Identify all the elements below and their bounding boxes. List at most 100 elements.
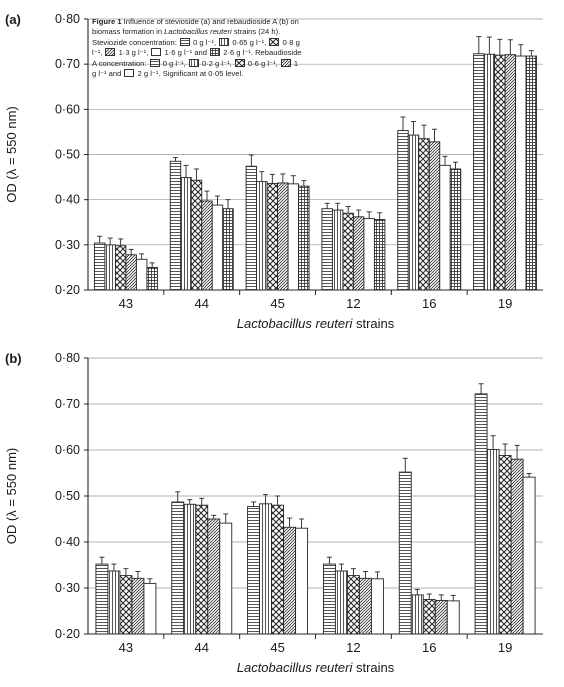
y-tick-label: 0·50 [55,148,80,162]
bar [342,212,354,291]
bar [146,266,158,291]
bar [346,575,360,635]
bar [418,138,430,291]
bar [410,594,424,635]
legend-label: 2 g l⁻¹. [135,69,163,79]
bar [247,506,261,635]
bar [222,208,234,291]
bar [201,200,213,291]
legend-swatch [210,48,221,57]
bar [522,476,536,635]
x-axis-label: Lactobacillus reuteri strains [237,316,395,331]
panel-label: (a) [5,12,21,27]
legend-label: 2·6 g l⁻¹. [221,48,256,58]
bar [245,165,258,291]
bar [498,455,512,635]
bar [407,134,420,291]
bar [135,258,148,291]
bar [449,168,462,291]
bar [287,183,300,291]
bar [259,503,273,635]
y-tick-label: 0·70 [55,57,80,71]
caption-text-3: Rebaudioside A concentration: [92,48,302,68]
chart-panel-a: 0·20 0·30 0·40 0·50 0·60 0·70 0·80 43 44 45 12 16 19… [4,12,543,331]
legend-label: 0·6 g l⁻¹, [245,58,280,68]
legend-swatch [219,37,230,46]
legend-swatch [124,69,135,78]
bar [219,522,233,635]
bar [510,458,524,635]
caption-title: Figure 1 [92,17,122,26]
x-tick-label: 45 [270,296,284,311]
x-tick-label: 16 [422,296,436,311]
x-tick-label: 19 [498,640,512,655]
bar [358,577,372,635]
bar [295,527,309,635]
caption-legend-stevioside: 0 g l⁻¹, 0·65 g l⁻¹, 0·8 g l⁻¹, 1·3 g l⁻… [92,37,300,58]
bar [190,179,203,291]
bar [131,577,145,635]
legend-swatch [105,48,116,57]
bar [363,218,375,291]
caption-legend-rebaudioside: 0 g l⁻¹, 0·2 g l⁻¹, 0·6 g l⁻¹, 1 g l⁻¹ a… [92,58,299,79]
bar [298,185,310,291]
y-tick-label: 0·80 [55,351,80,365]
bar [119,575,133,635]
bar [474,393,488,635]
y-tick-label: 0·60 [55,443,80,457]
bar [183,503,197,635]
legend-conjunction: and [194,48,210,58]
bar [95,563,109,635]
bar [352,216,365,291]
bar [271,504,285,635]
legend-label: 1 g l⁻¹ [92,58,299,79]
chart-panel-b: 0·20 0·30 0·40 0·50 0·60 0·70 0·80 43 44 45 12 16 19… [4,351,543,675]
bar [439,164,451,291]
bar [322,563,336,635]
caption-text-1: Influence of stevioside (a) and rebaudio… [92,17,299,37]
bar [373,219,386,291]
legend-label: 0·8 g l⁻¹, [92,37,300,58]
bar [104,244,116,291]
legend-label: 1·6 g l⁻¹ [162,48,195,58]
figure-caption: Figure 1 Influence of stevioside (a) and… [92,17,302,79]
x-tick-label: 45 [270,640,284,655]
x-tick-label: 16 [422,640,436,655]
bar [504,54,517,291]
bar [125,254,137,291]
bar [266,182,279,291]
bar [283,526,297,635]
y-tick-label: 0·50 [55,489,80,503]
bar [398,471,412,635]
legend-swatch [149,58,160,67]
x-tick-label: 12 [346,640,360,655]
legend-label: 1·3 g l⁻¹, [116,48,151,58]
y-tick-label: 0·20 [55,627,80,641]
caption-text-2: strains (24 h). Steviozide concentration… [92,27,281,47]
legend-swatch [269,37,280,46]
bar [256,181,268,291]
bar [169,160,182,291]
bar [334,570,348,635]
y-tick-label: 0·70 [55,397,80,411]
legend-swatch [188,58,199,67]
bar [180,177,192,291]
legend-label: 0 g l⁻¹, [190,37,219,47]
bar [515,55,527,291]
y-tick-label: 0·40 [55,193,80,207]
bar [207,518,221,635]
bar [331,209,344,291]
bar [494,54,506,291]
bar [277,182,289,291]
legend-label: 0·2 g l⁻¹, [199,58,234,68]
bar [434,599,448,635]
x-tick-label: 12 [346,296,360,311]
bar [422,599,436,635]
legend-swatch [280,58,291,67]
caption-organism: Lactobacillus reuteri [164,27,232,37]
legend-label: 0 g l⁻¹, [160,58,188,68]
bar [195,504,209,635]
bar [171,501,185,635]
y-tick-label: 0·30 [55,238,80,252]
